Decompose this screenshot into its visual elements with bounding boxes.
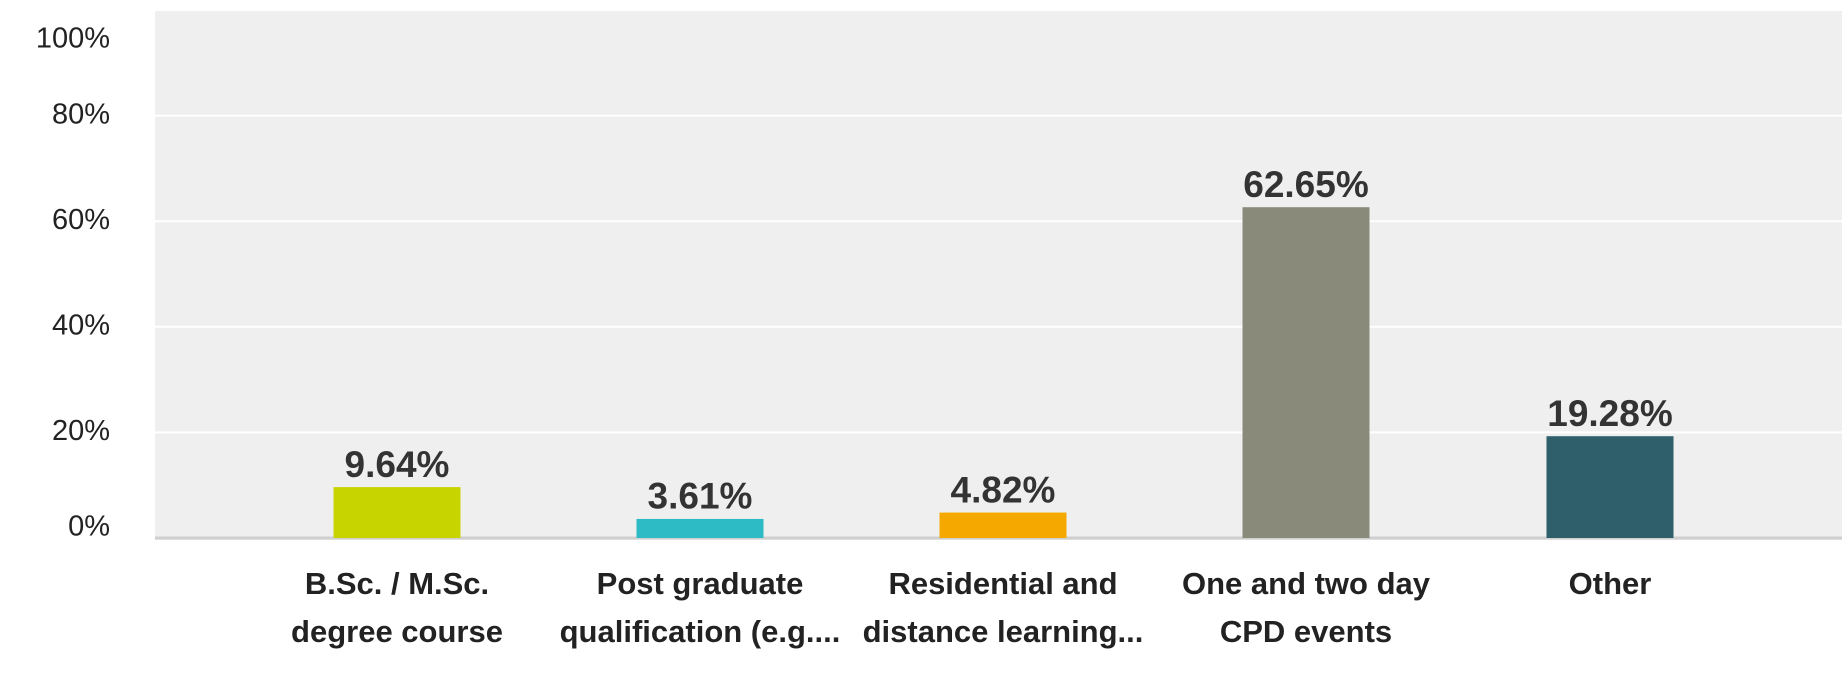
- value-label: 62.65%: [1243, 164, 1369, 205]
- y-tick-label: 20%: [52, 415, 110, 447]
- value-label: 19.28%: [1547, 393, 1673, 434]
- y-tick-label: 60%: [52, 204, 110, 236]
- y-tick-label: 100%: [36, 23, 110, 55]
- x-tick-label: Post graduate qualification (e.g....: [559, 566, 841, 649]
- bar: [1546, 436, 1674, 538]
- bar: [636, 518, 764, 538]
- x-tick-label: B.Sc. / M.Sc. degree course: [291, 566, 503, 649]
- bar: [1242, 207, 1370, 538]
- value-label: 3.61%: [648, 476, 753, 517]
- x-tick-label: One and two day CPD events: [1181, 566, 1431, 649]
- value-label: 9.64%: [345, 444, 450, 485]
- bar: [939, 512, 1067, 538]
- x-tick-label: Residential and distance learning...: [862, 566, 1144, 649]
- y-tick-label: 80%: [52, 98, 110, 130]
- y-tick-label: 40%: [52, 309, 110, 341]
- x-tick-label: Other: [1568, 566, 1652, 601]
- value-label: 4.82%: [951, 469, 1056, 510]
- y-tick-label: 0%: [68, 511, 110, 543]
- bar: [333, 487, 461, 538]
